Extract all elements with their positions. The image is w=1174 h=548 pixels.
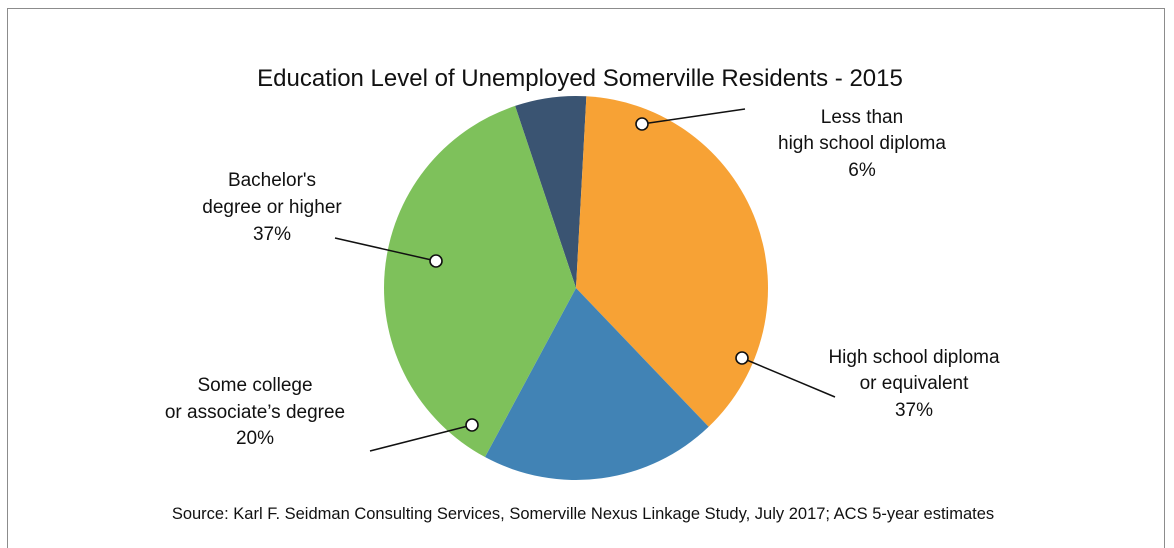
slice-value-label-2: 37% — [895, 400, 933, 421]
chart-frame — [7, 8, 1165, 548]
slice-label-1-line-2: high school diploma — [778, 133, 946, 154]
chart-source: Source: Karl F. Seidman Consulting Servi… — [172, 505, 994, 523]
slice-value-label-4: 37% — [253, 224, 291, 245]
pie-slice-4 — [384, 105, 576, 458]
leader-dot-3 — [465, 418, 479, 432]
slice-labels: Less than high school diploma 6% High schoo… — [165, 107, 1000, 449]
slice-label-3-line-1: Some college — [197, 375, 312, 396]
pie-slices — [384, 95, 769, 480]
leader-line-3 — [369, 424, 473, 452]
slice-value-label-3: 20% — [236, 428, 274, 449]
slice-label-1-line-1: Less than — [821, 107, 903, 128]
leader-line-1 — [641, 108, 746, 125]
slice-value-label-1: 6% — [848, 160, 876, 181]
slice-label-2-line-2: or equivalent — [860, 373, 970, 394]
leader-dot-1 — [635, 117, 649, 131]
chart-title: Education Level of Unemployed Somerville… — [257, 65, 903, 92]
leader-lines — [334, 108, 836, 452]
slice-label-4-line-1: Bachelor's — [228, 170, 316, 191]
slice-label-4-line-2: degree or higher — [202, 197, 342, 218]
pie-slice-3 — [484, 288, 709, 480]
pie-slice-2 — [576, 96, 769, 427]
slice-label-2-line-1: High school diploma — [828, 347, 1000, 368]
pie-slice-1 — [515, 95, 587, 288]
slice-label-3-line-2: or associate’s degree — [165, 402, 345, 423]
leader-dot-4 — [429, 254, 443, 268]
leader-dot-2 — [735, 351, 749, 365]
leader-line-4 — [334, 237, 437, 262]
leader-line-2 — [741, 357, 836, 398]
